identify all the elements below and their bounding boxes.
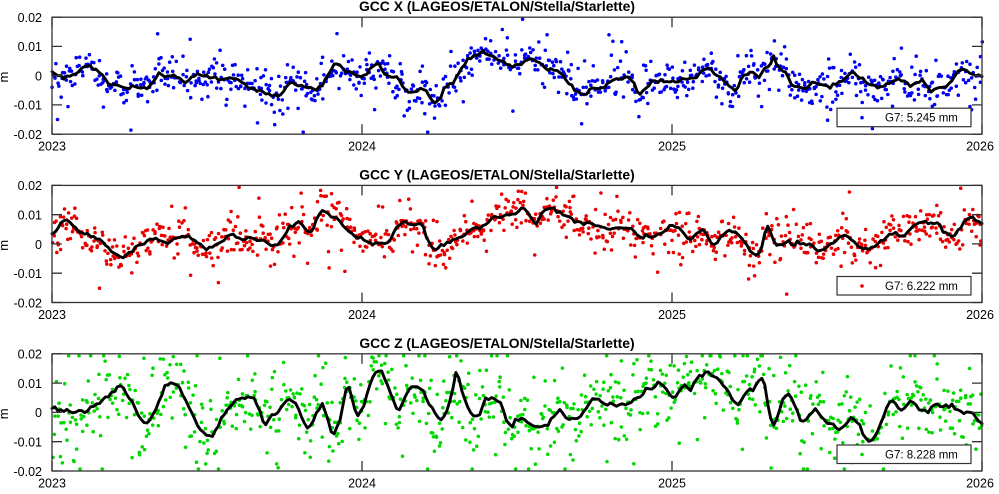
svg-text:2026: 2026 — [966, 308, 994, 322]
svg-text:m: m — [0, 240, 11, 251]
svg-text:-0.02: -0.02 — [14, 296, 43, 310]
svg-text:-0.01: -0.01 — [14, 436, 43, 450]
svg-text:2025: 2025 — [658, 140, 686, 154]
svg-text:G7: 6.222 mm: G7: 6.222 mm — [885, 281, 958, 293]
svg-text:0: 0 — [35, 70, 42, 84]
svg-text:GCC X (LAGEOS/ETALON/Stella/St: GCC X (LAGEOS/ETALON/Stella/Starlette) — [359, 0, 635, 14]
svg-text:m: m — [0, 408, 11, 419]
svg-text:2023: 2023 — [38, 476, 66, 489]
svg-text:2025: 2025 — [658, 476, 686, 489]
svg-text:2023: 2023 — [38, 140, 66, 154]
svg-text:-0.02: -0.02 — [14, 465, 43, 479]
svg-text:G7: 8.228 mm: G7: 8.228 mm — [885, 450, 958, 462]
svg-text:2026: 2026 — [966, 140, 994, 154]
svg-text:-0.01: -0.01 — [14, 99, 43, 113]
svg-text:-0.01: -0.01 — [14, 267, 43, 281]
svg-text:2024: 2024 — [348, 140, 376, 154]
svg-text:GCC Y (LAGEOS/ETALON/Stella/St: GCC Y (LAGEOS/ETALON/Stella/Starlette) — [359, 166, 635, 182]
svg-text:-0.02: -0.02 — [14, 128, 43, 142]
svg-text:0.02: 0.02 — [18, 348, 42, 362]
svg-text:0.01: 0.01 — [18, 209, 42, 223]
svg-text:GCC Z (LAGEOS/ETALON/Stella/St: GCC Z (LAGEOS/ETALON/Stella/Starlette) — [359, 335, 634, 351]
svg-text:m: m — [0, 72, 11, 83]
svg-text:0.01: 0.01 — [18, 377, 42, 391]
svg-text:2026: 2026 — [966, 476, 994, 489]
svg-text:2025: 2025 — [658, 308, 686, 322]
svg-text:0.02: 0.02 — [18, 11, 42, 25]
svg-text:0: 0 — [35, 238, 42, 252]
svg-text:2023: 2023 — [38, 308, 66, 322]
svg-text:2024: 2024 — [348, 476, 376, 489]
svg-text:0.02: 0.02 — [18, 179, 42, 193]
svg-text:G7: 5.245 mm: G7: 5.245 mm — [885, 113, 958, 125]
svg-text:0.01: 0.01 — [18, 40, 42, 54]
svg-text:0: 0 — [35, 406, 42, 420]
svg-text:2024: 2024 — [348, 308, 376, 322]
